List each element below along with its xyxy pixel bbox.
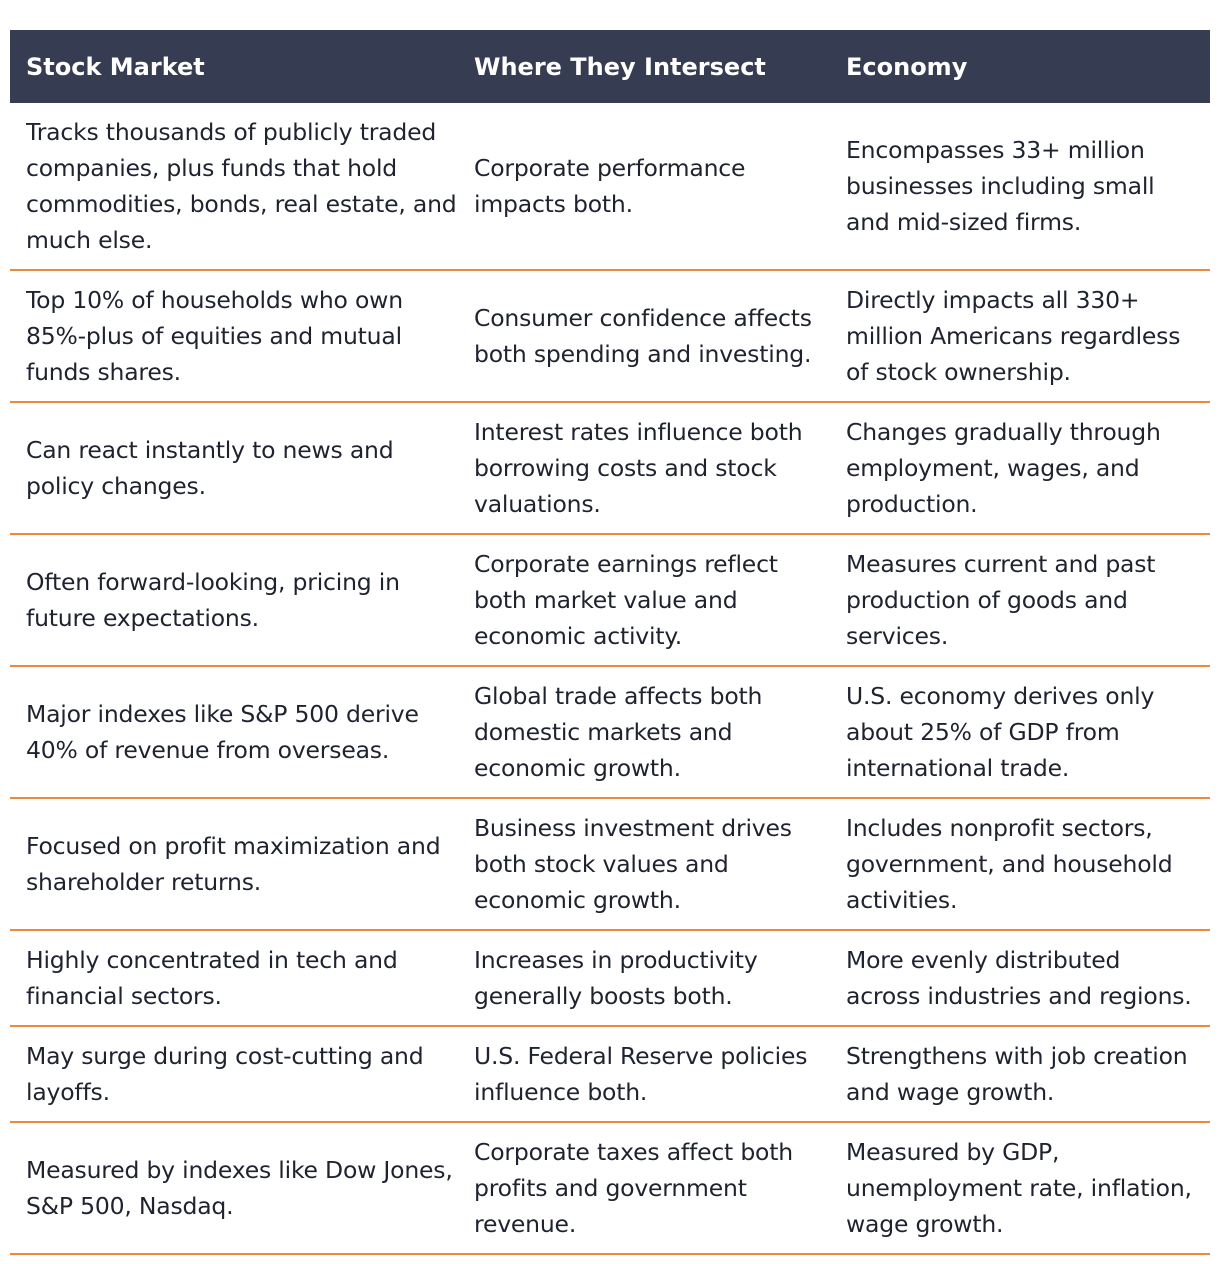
stock-market-cell: Measured by indexes like Dow Jones, S&P … [26, 1156, 453, 1220]
intersect-cell: Global trade affects both domestic marke… [474, 682, 763, 782]
header-where-they-intersect: Where They Intersect [474, 52, 766, 81]
intersect-cell: Interest rates influence both borrowing … [474, 418, 803, 518]
economy-cell: Includes nonprofit sectors, government, … [846, 814, 1173, 914]
intersect-cell: U.S. Federal Reserve policies influence … [474, 1042, 808, 1106]
stock-market-cell: May surge during cost-cutting and layoff… [26, 1042, 424, 1106]
economy-cell: Encompasses 33+ million businesses inclu… [846, 136, 1155, 236]
intersect-cell: Corporate taxes affect both profits and … [474, 1138, 793, 1238]
stock-market-cell: Often forward-looking, pricing in future… [26, 568, 400, 632]
intersect-cell: Consumer confidence affects both spendin… [474, 304, 812, 368]
header-economy: Economy [846, 52, 968, 81]
economy-cell: Directly impacts all 330+ million Americ… [846, 286, 1181, 386]
economy-cell: U.S. economy derives only about 25% of G… [846, 682, 1155, 782]
intersect-cell: Corporate earnings reflect both market v… [474, 550, 778, 650]
stock-market-cell: Highly concentrated in tech and financia… [26, 946, 398, 1010]
stock-market-cell: Tracks thousands of publicly traded comp… [26, 118, 457, 254]
table-row: Major indexes like S&P 500 derive 40% of… [10, 667, 1210, 799]
stock-market-cell: Major indexes like S&P 500 derive 40% of… [26, 700, 419, 764]
table-row: Focused on profit maximization and share… [10, 799, 1210, 931]
table-row: Often forward-looking, pricing in future… [10, 535, 1210, 667]
table-row: Highly concentrated in tech and financia… [10, 931, 1210, 1027]
table-row: May surge during cost-cutting and layoff… [10, 1027, 1210, 1123]
intersect-cell: Corporate performance impacts both. [474, 154, 746, 218]
comparison-table: Stock Market Where They Intersect Econom… [10, 30, 1210, 1255]
stock-market-cell: Top 10% of households who own 85%-plus o… [26, 286, 403, 386]
table-row: Tracks thousands of publicly traded comp… [10, 103, 1210, 271]
economy-cell: Measures current and past production of … [846, 550, 1156, 650]
intersect-cell: Increases in productivity generally boos… [474, 946, 758, 1010]
intersect-cell: Business investment drives both stock va… [474, 814, 792, 914]
economy-cell: Changes gradually through employment, wa… [846, 418, 1161, 518]
stock-market-cell: Can react instantly to news and policy c… [26, 436, 394, 500]
table-header: Stock Market Where They Intersect Econom… [10, 30, 1210, 103]
table-row: Measured by indexes like Dow Jones, S&P … [10, 1123, 1210, 1255]
header-stock-market: Stock Market [26, 52, 205, 81]
table-row: Can react instantly to news and policy c… [10, 403, 1210, 535]
economy-cell: Strengthens with job creation and wage g… [846, 1042, 1188, 1106]
economy-cell: Measured by GDP, unemployment rate, infl… [846, 1138, 1192, 1238]
table-row: Top 10% of households who own 85%-plus o… [10, 271, 1210, 403]
economy-cell: More evenly distributed across industrie… [846, 946, 1192, 1010]
stock-market-cell: Focused on profit maximization and share… [26, 832, 441, 896]
